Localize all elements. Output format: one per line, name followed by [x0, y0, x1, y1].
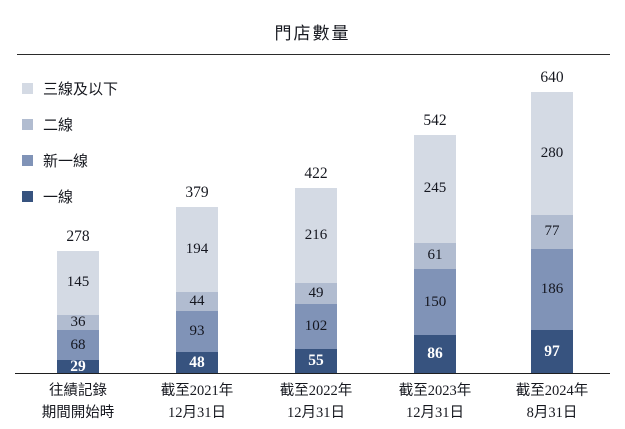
bar-segment-新一線: 93	[176, 311, 218, 352]
bar-segment-一線: 55	[295, 348, 337, 373]
legend-item-tier1: 一線	[22, 189, 118, 206]
bar-stack: 245 61 150 86	[414, 135, 456, 373]
x-axis-label-line: 8月31日	[526, 405, 578, 421]
x-axis-label: 截至2023年 12月31日	[380, 380, 490, 424]
legend-item-new-tier1: 新一線	[22, 153, 118, 170]
bar-total-label: 542	[423, 112, 447, 130]
x-axis-label-line: 12月31日	[287, 405, 345, 421]
bar-column: 216 49 102 55 422 截至2022年 12月31日	[261, 0, 371, 429]
bar-total-label: 422	[304, 164, 328, 182]
x-axis-label-line: 12月31日	[406, 405, 464, 421]
x-axis-label: 截至2024年 8月31日	[497, 380, 607, 424]
legend-item-tier3-below: 三線及以下	[22, 81, 118, 98]
x-axis-label-line: 12月31日	[168, 405, 226, 421]
bar-stack: 280 77 186 97	[531, 92, 573, 373]
x-axis-label-line: 往績記錄	[49, 383, 107, 399]
bar-segment-三線及以下: 216	[295, 187, 337, 283]
bar-segment-新一線: 102	[295, 304, 337, 349]
bar-column: 280 77 186 97 640 截至2024年 8月31日	[497, 0, 607, 429]
bar-segment-二線: 61	[414, 242, 456, 270]
chart-title: 門店數量	[274, 24, 351, 43]
title-divider	[17, 54, 610, 55]
bar-segment-一線: 48	[176, 351, 218, 373]
bar-segment-三線及以下: 280	[531, 92, 573, 215]
bar-total-label: 278	[66, 227, 90, 245]
bar-stack: 194 44 93 48	[176, 206, 218, 373]
bar-segment-二線: 77	[531, 214, 573, 249]
x-axis-label-line: 期間開始時	[41, 405, 115, 421]
bar-segment-一線: 97	[531, 330, 573, 373]
legend-label: 二線	[43, 117, 74, 134]
bar-total-label: 379	[185, 183, 209, 201]
legend-label: 三線及以下	[43, 81, 119, 98]
bar-segment-二線: 49	[295, 282, 337, 305]
bar-stack: 216 49 102 55	[295, 187, 337, 373]
bar-segment-一線: 29	[57, 359, 99, 374]
legend-swatch-icon	[22, 82, 33, 94]
x-axis-label: 截至2022年 12月31日	[261, 380, 371, 424]
bar-segment-二線: 44	[176, 291, 218, 312]
x-axis-label-line: 截至2022年	[279, 383, 353, 399]
legend: 三線及以下 二線 新一線 一線	[22, 81, 118, 225]
legend-swatch-icon	[22, 118, 33, 130]
bar-segment-三線及以下: 145	[57, 250, 99, 315]
x-axis-label: 往績記錄 期間開始時	[23, 380, 133, 424]
bar-segment-三線及以下: 194	[176, 206, 218, 292]
bar-column: 245 61 150 86 542 截至2023年 12月31日	[380, 0, 490, 429]
legend-label: 新一線	[43, 153, 89, 170]
legend-item-tier2: 二線	[22, 117, 118, 134]
x-axis-label-line: 截至2021年	[160, 383, 234, 399]
bar-segment-新一線: 68	[57, 330, 99, 361]
legend-swatch-icon	[22, 190, 33, 202]
x-axis-line	[15, 373, 610, 374]
bar-segment-一線: 86	[414, 335, 456, 373]
bar-segment-二線: 36	[57, 315, 99, 331]
bar-segment-新一線: 186	[531, 248, 573, 331]
bar-column: 194 44 93 48 379 截至2021年 12月31日	[142, 0, 252, 429]
bar-column: 145 36 68 29 278 往績記錄期間開始時	[23, 0, 133, 429]
legend-swatch-icon	[22, 154, 33, 166]
bar-segment-新一線: 150	[414, 269, 456, 336]
bar-total-label: 640	[540, 69, 564, 87]
legend-label: 一線	[43, 189, 74, 206]
bar-stack: 145 36 68 29	[57, 250, 99, 374]
x-axis-label-line: 截至2023年	[398, 383, 472, 399]
x-axis-label-line: 截至2024年	[515, 383, 589, 399]
x-axis-label: 截至2021年 12月31日	[142, 380, 252, 424]
bar-segment-三線及以下: 245	[414, 135, 456, 243]
